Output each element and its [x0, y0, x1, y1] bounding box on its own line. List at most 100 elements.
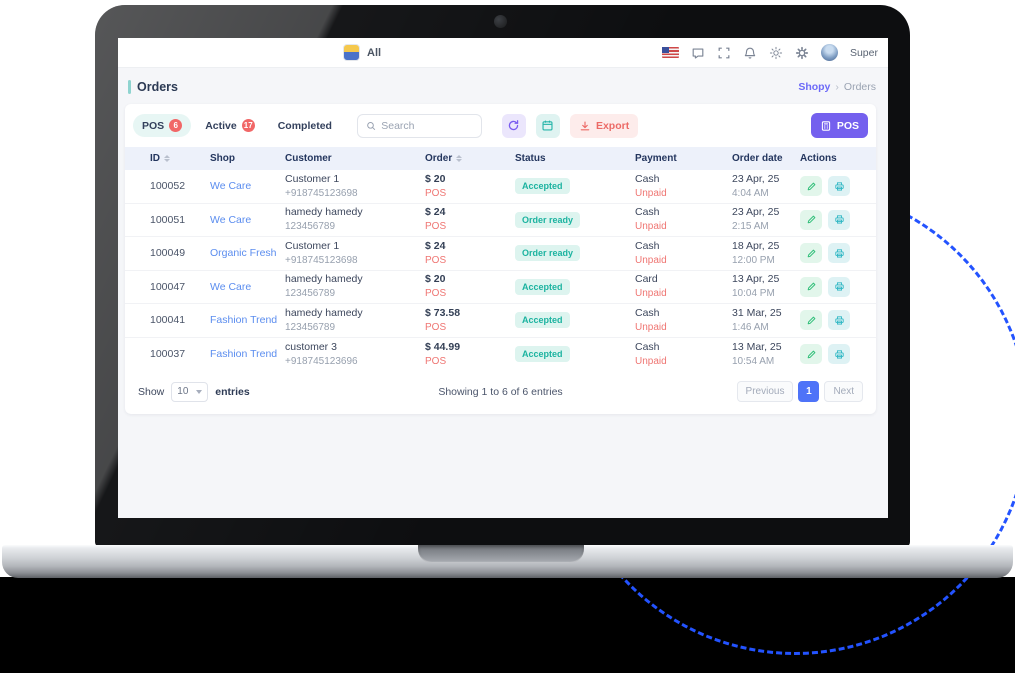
entries-label: entries	[215, 385, 250, 398]
column-label: Order date	[732, 153, 783, 164]
column-label: Shop	[210, 153, 235, 164]
customer-name: hamedy hamedy	[285, 273, 363, 286]
order-channel: POS	[425, 355, 447, 367]
settings-gear-icon[interactable]	[795, 46, 809, 60]
chat-icon[interactable]	[691, 46, 705, 60]
tab-active[interactable]: Active 17	[196, 114, 264, 137]
shop-link[interactable]: Organic Fresh	[210, 247, 277, 260]
brand-logo-icon	[343, 44, 360, 61]
calendar-icon	[542, 120, 554, 131]
column-header-customer: Customer	[285, 153, 425, 164]
refresh-button[interactable]	[501, 113, 526, 138]
order-date: 13 Mar, 25	[732, 340, 782, 353]
light-mode-sun-icon[interactable]	[769, 46, 783, 60]
fullscreen-icon[interactable]	[717, 46, 731, 60]
order-date: 31 Mar, 25	[732, 306, 782, 319]
table-row[interactable]: 100037 Fashion Trend customer 3 +9187451…	[125, 338, 876, 372]
breadcrumb-current: Orders	[843, 81, 876, 93]
order-id: 100047	[150, 280, 186, 293]
navbar-actions: Super	[661, 44, 878, 61]
column-header-actions: Actions	[800, 153, 876, 164]
column-header-shop: Shop	[210, 153, 285, 164]
order-date: 13 Apr, 25	[732, 273, 780, 286]
brand-label: All	[367, 46, 382, 59]
breadcrumb-root-link[interactable]: Shopy	[798, 81, 831, 93]
column-header-order[interactable]: Order	[425, 153, 515, 164]
next-page-button[interactable]: Next	[824, 381, 863, 402]
notifications-bell-icon[interactable]	[743, 46, 757, 60]
edit-order-button[interactable]	[800, 209, 822, 230]
shop-link[interactable]: We Care	[210, 213, 252, 226]
orders-table-body: 100052 We Care Customer 1 +918745123698 …	[125, 170, 876, 371]
print-order-button[interactable]	[828, 344, 850, 365]
tab-active-label: Active	[205, 119, 237, 132]
table-row[interactable]: 100051 We Care hamedy hamedy 123456789 $…	[125, 204, 876, 237]
payment-method: Cash	[635, 340, 660, 353]
tab-pos-label: POS	[142, 119, 165, 132]
edit-order-button[interactable]	[800, 276, 822, 297]
table-header-row: ID Shop Customer Order Status Payment Or…	[125, 147, 876, 170]
breadcrumb-separator: ›	[835, 81, 839, 93]
calendar-button[interactable]	[535, 113, 560, 138]
printer-icon	[834, 249, 844, 258]
table-row[interactable]: 100047 We Care hamedy hamedy 123456789 $…	[125, 271, 876, 304]
edit-order-button[interactable]	[800, 310, 822, 331]
print-order-button[interactable]	[828, 243, 850, 264]
user-avatar[interactable]	[820, 44, 838, 61]
laptop-screen-bezel: All	[95, 5, 910, 547]
sort-icon[interactable]	[164, 155, 170, 162]
search-box[interactable]	[356, 113, 482, 138]
edit-order-button[interactable]	[800, 176, 822, 197]
order-id: 100049	[150, 247, 186, 260]
shop-link[interactable]: We Care	[210, 180, 252, 193]
export-button[interactable]: Export	[569, 113, 639, 138]
current-page-button[interactable]: 1	[798, 381, 820, 402]
printer-icon	[834, 316, 844, 325]
orders-toolbar: POS 6 Active 17 Completed	[125, 104, 876, 147]
tab-completed[interactable]: Completed	[269, 115, 341, 137]
table-row[interactable]: 100041 Fashion Trend hamedy hamedy 12345…	[125, 304, 876, 338]
payment-status: Unpaid	[635, 254, 667, 266]
tab-pos[interactable]: POS 6	[133, 114, 192, 137]
title-accent-bar	[128, 80, 131, 94]
payment-method: Cash	[635, 206, 660, 219]
print-order-button[interactable]	[828, 310, 850, 331]
order-amount: $ 73.58	[425, 306, 461, 319]
shop-link[interactable]: We Care	[210, 280, 252, 293]
column-label: Payment	[635, 153, 677, 164]
payment-method: Cash	[635, 172, 660, 185]
column-header-id[interactable]: ID	[150, 153, 210, 164]
shop-link[interactable]: Fashion Trend	[210, 314, 278, 327]
order-time: 12:00 PM	[732, 254, 775, 266]
order-time: 10:54 AM	[732, 355, 775, 367]
previous-page-button[interactable]: Previous	[736, 381, 794, 402]
print-order-button[interactable]	[828, 209, 850, 230]
order-date: 23 Apr, 25	[732, 206, 780, 219]
pencil-icon	[807, 182, 815, 191]
sort-icon[interactable]	[456, 155, 463, 162]
status-badge: Accepted	[515, 312, 570, 329]
edit-order-button[interactable]	[800, 243, 822, 264]
order-date: 18 Apr, 25	[732, 239, 780, 252]
printer-icon	[834, 282, 844, 291]
order-amount: $ 24	[425, 239, 446, 252]
print-order-button[interactable]	[828, 176, 850, 197]
shop-link[interactable]: Fashion Trend	[210, 348, 278, 361]
page-size-select[interactable]: 10	[171, 381, 209, 402]
username-label[interactable]: Super	[849, 46, 878, 59]
pos-button[interactable]: POS	[810, 113, 868, 138]
printer-icon	[834, 215, 844, 224]
brand[interactable]: All	[343, 44, 381, 61]
column-label: Order	[425, 153, 453, 164]
payment-status: Unpaid	[635, 321, 667, 333]
order-amount: $ 24	[425, 206, 446, 219]
edit-order-button[interactable]	[800, 344, 822, 365]
breadcrumb: Shopy › Orders	[798, 81, 876, 93]
show-label: Show	[138, 385, 165, 398]
table-row[interactable]: 100052 We Care Customer 1 +918745123698 …	[125, 170, 876, 204]
printer-icon	[834, 182, 844, 191]
print-order-button[interactable]	[828, 276, 850, 297]
search-input[interactable]	[381, 119, 473, 132]
table-row[interactable]: 100049 Organic Fresh Customer 1 +9187451…	[125, 237, 876, 271]
language-flag-icon[interactable]	[661, 47, 679, 58]
